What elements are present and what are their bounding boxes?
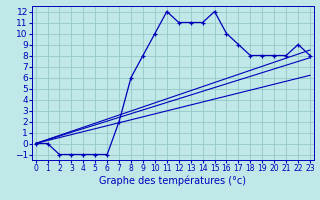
X-axis label: Graphe des températures (°c): Graphe des températures (°c) xyxy=(99,176,246,186)
